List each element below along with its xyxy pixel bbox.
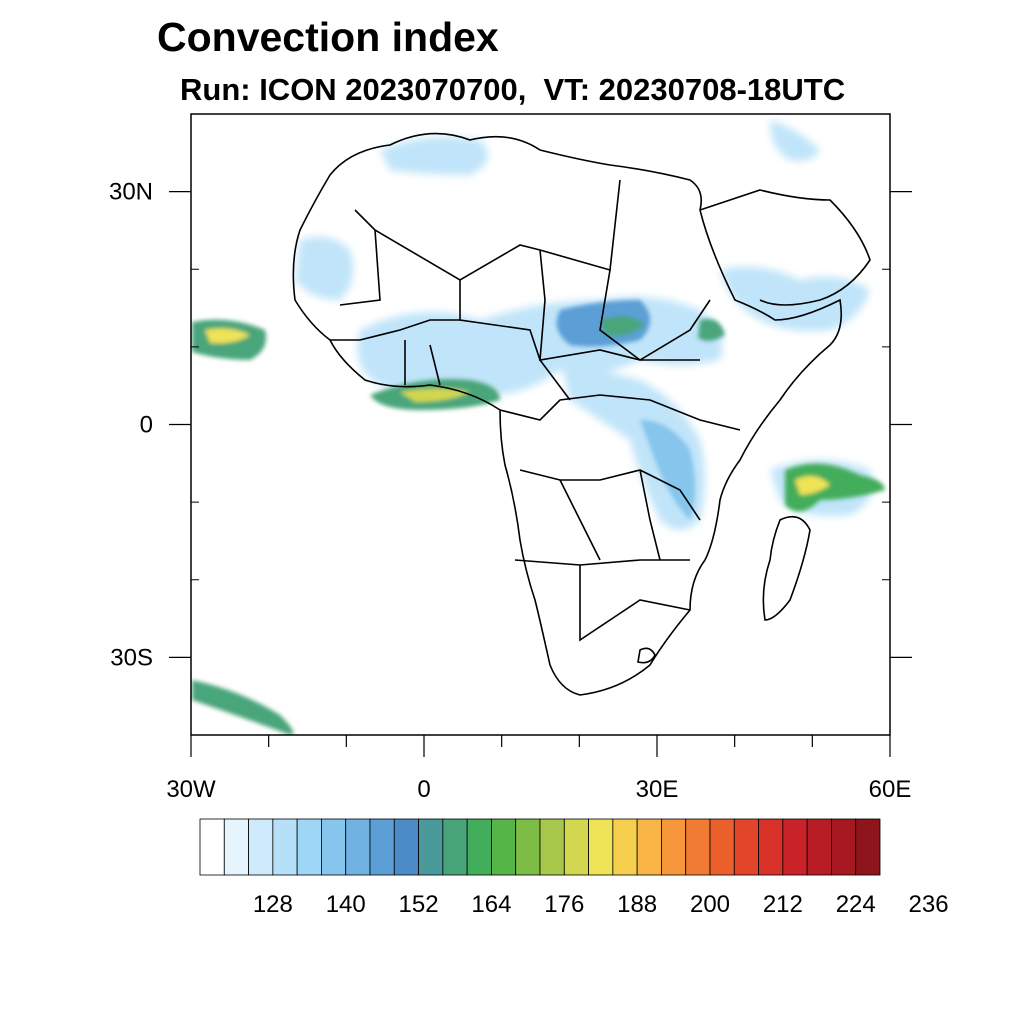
colorbar-label: 212 — [763, 891, 803, 918]
colorbar-swatch — [515, 818, 541, 876]
colorbar-swatch — [563, 818, 589, 876]
colorbar-swatch — [782, 818, 808, 876]
map-area — [192, 120, 885, 735]
colorbar-swatch — [636, 818, 662, 876]
colorbar: 128 140 152 164 176 188 200 212 224 236 — [199, 818, 949, 918]
coastlines — [292, 132, 871, 696]
chart-title: Convection index — [157, 14, 499, 60]
colorbar-label: 164 — [471, 891, 511, 918]
colorbar-swatch — [661, 818, 687, 876]
plot-border — [190, 113, 891, 736]
colorbar-swatch — [612, 818, 638, 876]
lat-tick-label: 0 — [140, 412, 153, 439]
colorbar-swatch — [758, 818, 784, 876]
colorbar-swatch — [393, 818, 419, 876]
colorbar-swatch — [321, 818, 347, 876]
colorbar-swatch — [296, 818, 322, 876]
colorbar-label: 236 — [909, 891, 949, 918]
colorbar-swatch — [806, 818, 832, 876]
colorbar-label: 140 — [326, 891, 366, 918]
colorbar-swatch — [855, 818, 881, 876]
colorbar-swatch — [199, 818, 225, 876]
colorbar-swatch — [831, 818, 857, 876]
colorbar-label: 152 — [399, 891, 439, 918]
colorbar-swatch — [685, 818, 711, 876]
colorbar-swatch — [418, 818, 444, 876]
lat-tick-label: 30S — [110, 644, 153, 671]
colorbar-swatch — [709, 818, 735, 876]
lon-tick-label: 0 — [417, 776, 430, 803]
colorbar-label: 200 — [690, 891, 730, 918]
colorbar-swatch — [733, 818, 759, 876]
map-frame — [190, 113, 891, 736]
colorbar-swatch — [442, 818, 468, 876]
colorbar-swatch — [272, 818, 298, 876]
colorbar-swatch — [248, 818, 274, 876]
colorbar-swatch — [588, 818, 614, 876]
colorbar-swatch — [466, 818, 492, 876]
colorbar-swatch — [345, 818, 371, 876]
colorbar-label: 128 — [253, 891, 293, 918]
lon-tick-label: 60E — [869, 776, 912, 803]
colorbar-swatch — [539, 818, 565, 876]
colorbar-swatch — [223, 818, 249, 876]
colorbar-label: 188 — [617, 891, 657, 918]
axis-ticks: 30W 0 30E 60E 30N 0 30S — [109, 113, 912, 803]
colorbar-label: 224 — [836, 891, 876, 918]
lat-tick-label: 30N — [109, 179, 153, 206]
chart-subtitle: Run: ICON 2023070700, VT: 20230708-18UTC — [180, 72, 846, 107]
colorbar-swatch — [491, 818, 517, 876]
colorbar-swatch — [369, 818, 395, 876]
lon-tick-label: 30E — [636, 776, 679, 803]
colorbar-label: 176 — [544, 891, 584, 918]
lon-tick-label: 30W — [166, 776, 216, 803]
